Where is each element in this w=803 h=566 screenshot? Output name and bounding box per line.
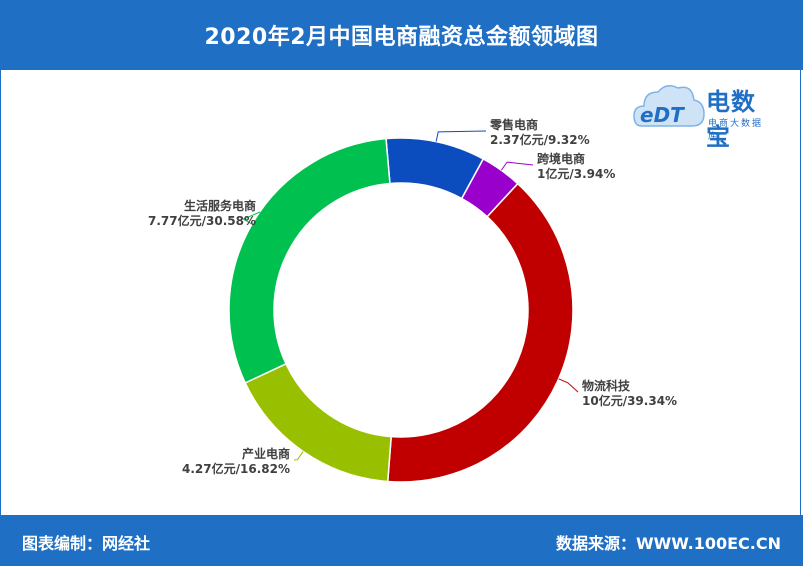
logo-mark: eDT (640, 103, 685, 127)
slice-value-label-3: 4.27亿元/16.82% (182, 461, 290, 476)
logo-subtitle: 电商大数据库 (708, 119, 764, 142)
leader-line-3 (293, 451, 304, 461)
leader-line-4 (242, 211, 261, 225)
cloud-logo-icon: eDT (633, 85, 705, 127)
slice-name-label-2: 物流科技 (582, 378, 631, 393)
leader-line-1 (500, 161, 534, 171)
slice-value-label-1: 1亿元/3.94% (537, 166, 615, 181)
slice-value-label-4: 7.77亿元/30.58% (148, 213, 256, 228)
slice-name-label-3: 产业电商 (242, 446, 290, 461)
leader-line-2 (558, 378, 579, 393)
slice-name-label-1: 跨境电商 (537, 151, 585, 166)
footer-credit: 图表编制：网经社 (22, 534, 151, 553)
slice-name-label-0: 零售电商 (489, 117, 538, 132)
page-title: 2020年2月中国电商融资总金额领域图 (204, 25, 599, 50)
slice-name-label-4: 生活服务电商 (184, 198, 256, 213)
leader-line-0 (435, 130, 487, 142)
slice-value-label-0: 2.37亿元/9.32% (490, 132, 590, 147)
footer-bar: 图表编制：网经社 数据来源：WWW.100EC.CN (0, 515, 803, 566)
header-bar: 2020年2月中国电商融资总金额领域图 (0, 0, 803, 70)
logo: eDT 电数宝 电商大数据库 (632, 78, 772, 151)
slice-2 (386, 182, 574, 483)
logo-brand: 电数宝 (706, 88, 756, 151)
slice-4 (228, 137, 391, 384)
slice-value-label-2: 10亿元/39.34% (582, 393, 677, 408)
footer-source: 数据来源：WWW.100EC.CN (555, 534, 781, 553)
